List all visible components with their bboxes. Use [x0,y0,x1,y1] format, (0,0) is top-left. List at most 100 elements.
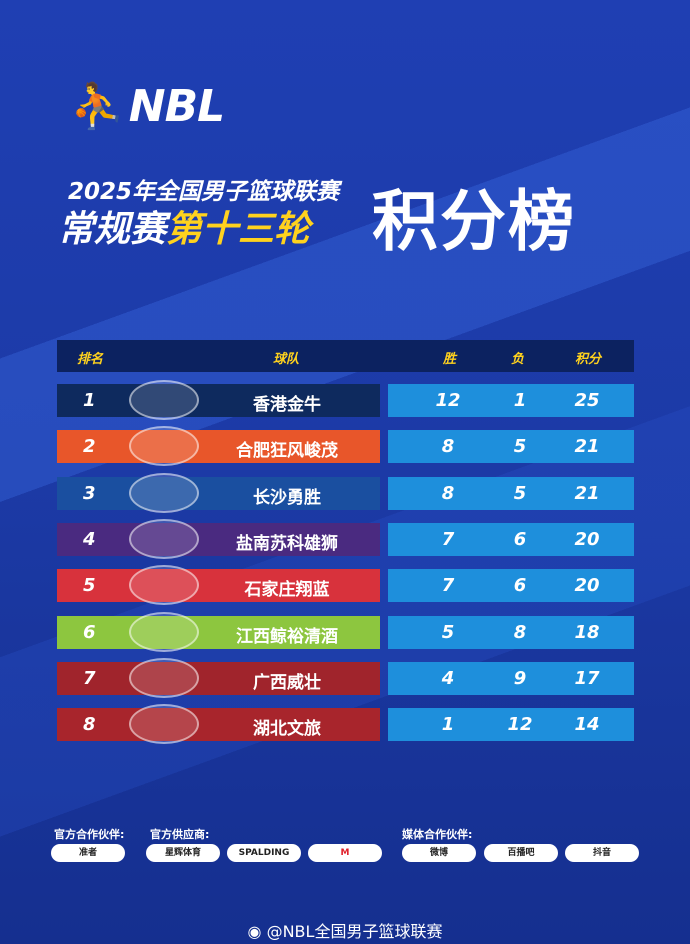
supplier-logo: 星辉体育 [146,844,220,862]
points: 21 [574,436,600,458]
stats-cell: 12 1 25 [388,384,634,417]
page-title: 积分榜 [372,183,576,260]
table-row: 4 盐南苏科雄狮 7 6 20 [57,518,634,559]
rank: 8 [83,714,96,736]
media-logo: 百播吧 [484,844,558,862]
col-points: 积分 [575,352,602,367]
losses: 6 [513,575,527,597]
team-cell: 1 香港金牛 [57,380,380,420]
nbl-logo: ⛹ NBL [70,80,225,133]
team-cell: 2 合肥狂风峻茂 [57,426,380,467]
wins: 12 [435,390,461,411]
rank: 2 [83,436,96,458]
col-wins: 胜 [443,352,457,367]
media-logo: 微博 [402,844,476,862]
team-logo-icon [129,611,199,652]
team-logo-icon [129,380,199,420]
logo-text: NBL [128,80,225,132]
stats-cell: 8 5 21 [388,476,634,510]
media-logo: 抖音 [565,844,639,862]
rank: 7 [83,667,96,689]
team-name: 湖北文旅 [253,719,321,740]
points: 20 [574,528,600,550]
wins: 5 [441,621,455,643]
wins: 8 [441,436,455,458]
stats-cell: 7 6 20 [388,569,634,603]
losses: 8 [513,621,527,643]
official-partner-label: 官方合作伙伴: [54,828,125,841]
team-logo-icon [129,704,199,745]
rank: 6 [83,621,96,643]
wins: 1 [441,714,455,736]
team-name: 长沙勇胜 [253,487,321,508]
team-name: 江西鲸裕清酒 [236,626,338,647]
rank: 4 [83,528,96,550]
losses: 12 [507,714,533,736]
rank: 5 [83,575,96,597]
losses: 9 [513,667,527,689]
team-logo-icon [129,472,199,513]
team-name: 石家庄翔蓝 [244,580,330,601]
team-logo-icon [129,518,199,559]
wins: 4 [441,667,455,689]
stats-cell: 7 6 20 [388,522,634,556]
stats-cell: 8 5 21 [388,430,634,464]
team-logo-icon [129,657,199,698]
team-name: 广西威壮 [253,672,321,693]
supplier-label: 官方供应商: [150,828,210,841]
stats-cell: 1 12 14 [388,708,634,742]
supplier-logo: M [308,844,382,862]
table-row: 2 合肥狂风峻茂 8 5 21 [57,426,634,467]
points: 14 [574,714,600,736]
stats-cell: 5 8 18 [388,615,634,649]
weibo-handle: ◉ @NBL全国男子篮球联赛 [0,918,690,942]
team-cell: 5 石家庄翔蓝 [57,565,380,606]
team-logo-icon [129,426,199,467]
points: 25 [574,390,600,411]
team-name: 香港金牛 [253,395,321,415]
table-row: 3 长沙勇胜 8 5 21 [57,472,634,513]
team-name: 合肥狂风峻茂 [236,441,338,462]
round-prefix: 常规赛 [58,209,167,250]
losses: 5 [513,436,527,458]
points: 21 [574,482,600,504]
col-team: 球队 [273,352,300,367]
team-cell: 8 湖北文旅 [57,704,380,745]
col-rank: 排名 [77,352,104,367]
stats-cell: 4 9 17 [388,661,634,695]
losses: 5 [513,482,527,504]
points: 17 [574,667,600,689]
team-cell: 3 长沙勇胜 [57,472,380,513]
col-losses: 负 [511,352,525,367]
media-label: 媒体合作伙伴: [402,828,473,841]
table-row: 6 江西鲸裕清酒 5 8 18 [57,611,634,652]
points: 20 [574,575,600,597]
points: 18 [574,621,600,643]
round-title: 常规赛第十三轮 [58,200,310,252]
table-row: 1 香港金牛 12 1 25 [57,380,634,420]
supplier-logo: SPALDING [227,844,301,862]
table-row: 7 广西威壮 4 9 17 [57,657,634,698]
losses: 1 [513,390,527,411]
table-row: 8 湖北文旅 1 12 14 [57,704,634,745]
team-cell: 6 江西鲸裕清酒 [57,611,380,652]
team-name: 盐南苏科雄狮 [236,533,338,554]
round-number: 第十三轮 [166,209,311,250]
team-cell: 7 广西威壮 [57,657,380,698]
table-row: 5 石家庄翔蓝 7 6 20 [57,565,634,606]
team-cell: 4 盐南苏科雄狮 [57,518,380,559]
rank: 1 [83,390,96,411]
rank: 3 [83,482,96,504]
wins: 8 [441,482,455,504]
partner-logo: 准者 [51,844,125,862]
basketball-player-icon: ⛹ [70,81,125,132]
footer-text: @NBL全国男子篮球联赛 [266,922,443,941]
wins: 7 [441,528,455,550]
team-logo-icon [129,565,199,606]
season-title: 2025年全国男子篮球联赛 [68,179,340,205]
losses: 6 [513,528,527,550]
wins: 7 [441,575,455,597]
table-header: 排名 球队 胜 负 积分 [57,340,634,372]
weibo-icon: ◉ [247,922,267,941]
